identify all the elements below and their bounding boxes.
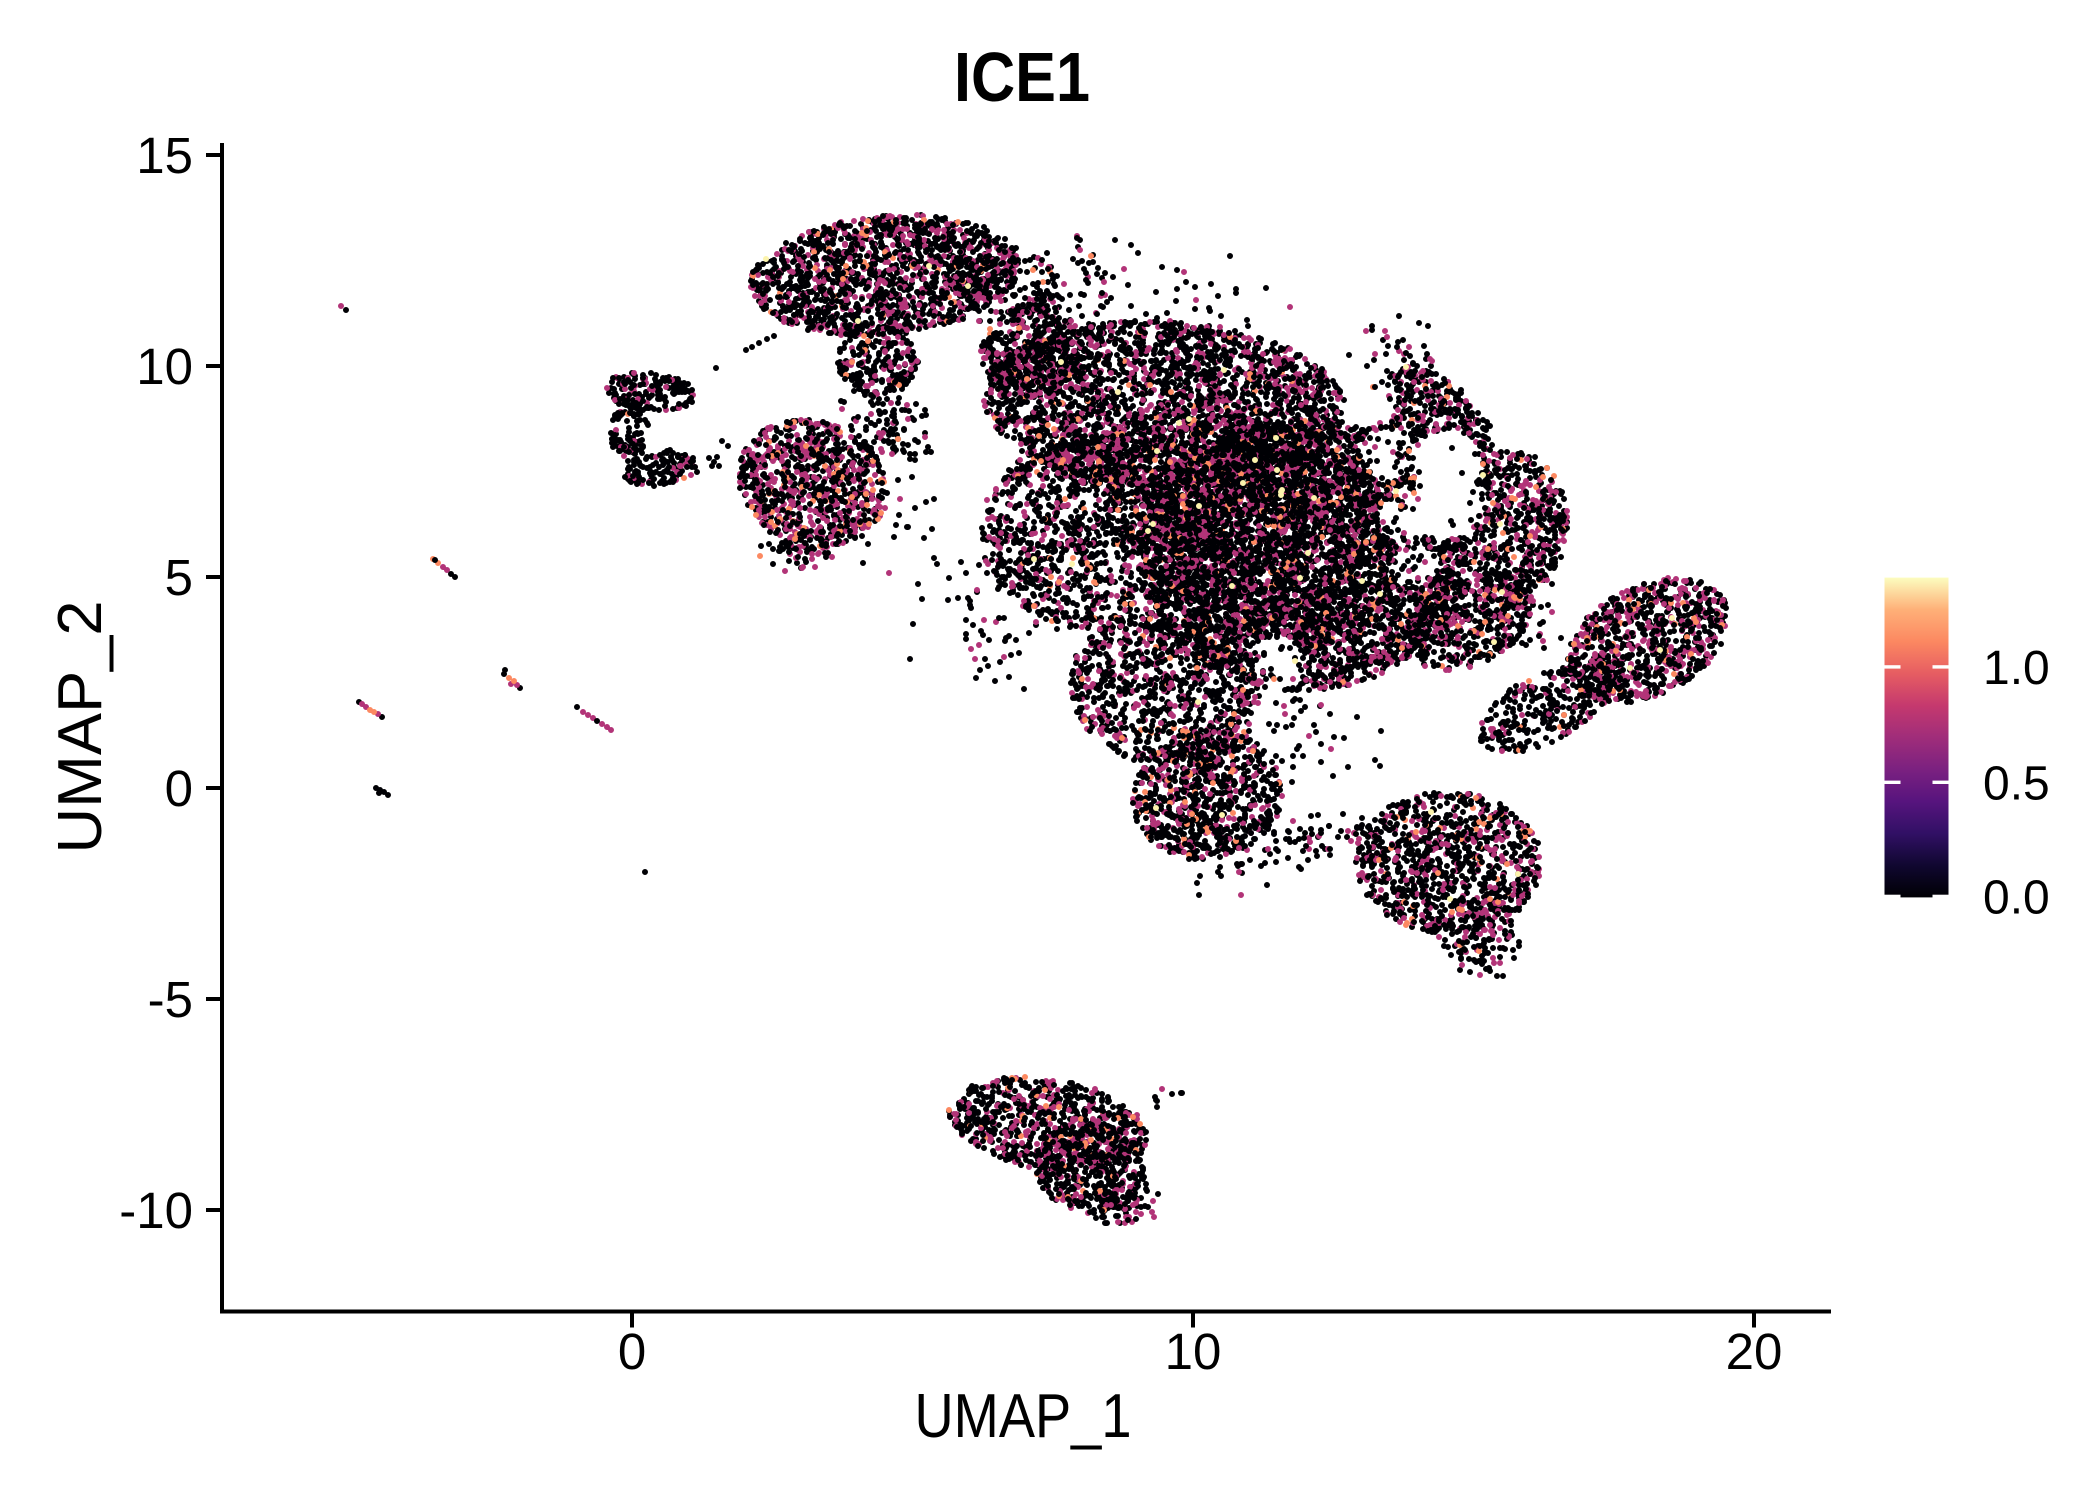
svg-text:20: 20: [1726, 1323, 1783, 1380]
svg-text:-5: -5: [148, 971, 193, 1028]
svg-text:UMAP_1: UMAP_1: [915, 1382, 1132, 1451]
svg-text:10: 10: [136, 338, 193, 395]
svg-text:5: 5: [165, 549, 193, 606]
svg-text:UMAP_2: UMAP_2: [46, 601, 115, 854]
svg-text:0: 0: [165, 760, 193, 817]
svg-text:1.0: 1.0: [1983, 642, 2050, 695]
svg-text:10: 10: [1165, 1323, 1222, 1380]
svg-text:-10: -10: [119, 1182, 193, 1239]
svg-text:0: 0: [618, 1323, 646, 1380]
svg-text:0.0: 0.0: [1983, 871, 2050, 924]
svg-text:ICE1: ICE1: [954, 38, 1090, 116]
svg-text:0.5: 0.5: [1983, 758, 2050, 811]
svg-text:15: 15: [136, 127, 193, 184]
